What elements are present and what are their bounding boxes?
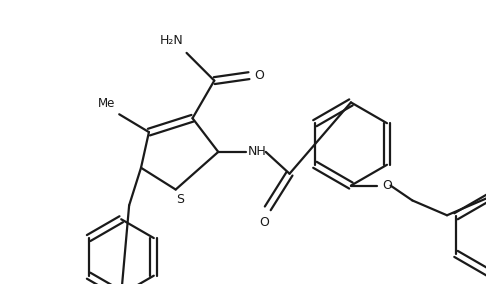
Text: O: O xyxy=(254,69,264,82)
Text: Me: Me xyxy=(98,97,115,110)
Text: H₂N: H₂N xyxy=(160,34,183,47)
Text: S: S xyxy=(177,193,184,206)
Text: O: O xyxy=(259,216,269,229)
Text: NH: NH xyxy=(248,145,267,158)
Text: O: O xyxy=(383,179,392,192)
